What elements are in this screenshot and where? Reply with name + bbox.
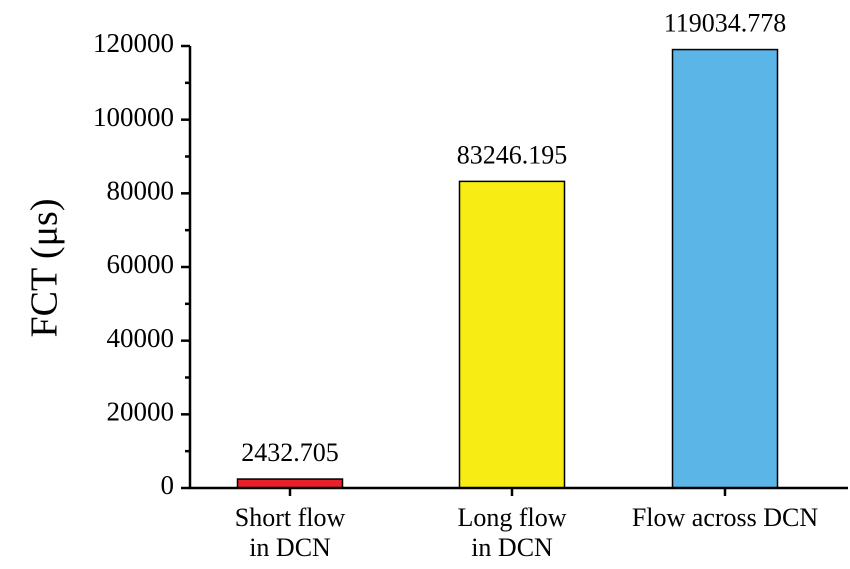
x-axis-labels: Short flow in DCN Long flow in DCN Flow acro… <box>235 488 819 562</box>
x-tick-label: Short flow in DCN <box>235 503 346 562</box>
data-label: 83246.195 <box>457 140 568 169</box>
y-tick-label: 100000 <box>93 102 174 132</box>
bar <box>671 48 779 489</box>
x-tick-label: Flow across DCN <box>632 503 819 532</box>
bars-group <box>236 48 779 489</box>
y-tick-label: 20000 <box>107 397 175 427</box>
y-axis-label: FCT (μs) <box>24 199 66 338</box>
y-tick-label: 60000 <box>107 249 175 279</box>
y-tick-label: 0 <box>161 470 175 500</box>
y-tick-label: 120000 <box>93 28 174 58</box>
y-tick-label: 40000 <box>107 323 175 353</box>
bar <box>458 180 566 489</box>
axes-frame <box>188 46 848 490</box>
data-label: 119034.778 <box>664 9 787 38</box>
y-tick-label: 80000 <box>107 176 175 206</box>
data-labels-group: 2432.705 83246.195 119034.778 <box>241 9 786 467</box>
bar <box>236 478 344 489</box>
x-tick-label: Long flow in DCN <box>457 503 566 562</box>
data-label: 2432.705 <box>241 438 339 467</box>
y-axis-ticks: 0 20000 40000 60000 80000 100000 120000 <box>93 28 190 500</box>
